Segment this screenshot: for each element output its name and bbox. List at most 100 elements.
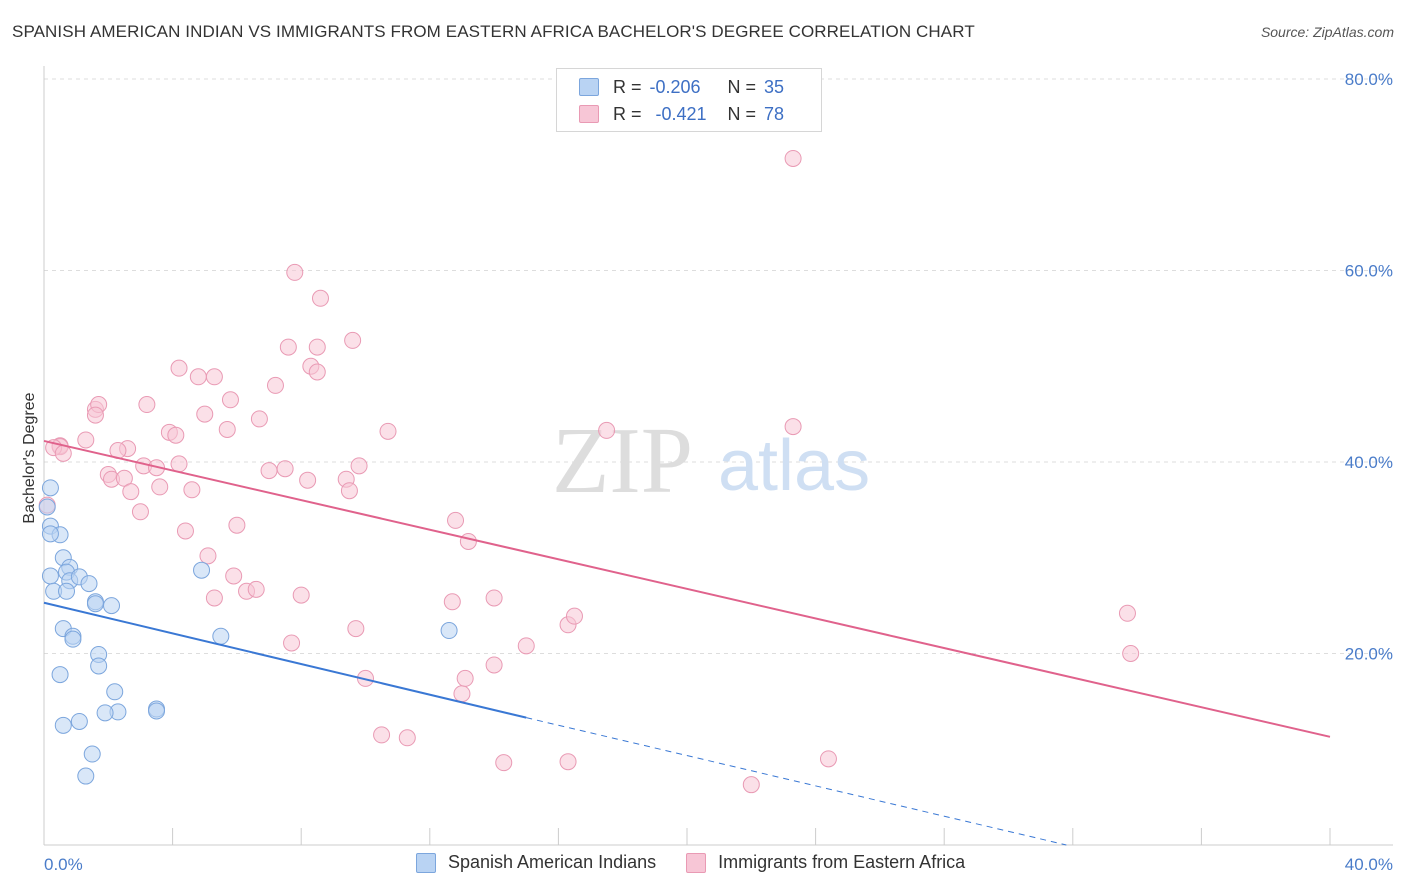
data-point-immigrants-eastern-africa — [266, 376, 284, 394]
data-point-immigrants-eastern-africa — [205, 368, 223, 386]
data-point-spanish-american-indians — [440, 622, 458, 640]
legend-swatch-pink — [686, 852, 707, 873]
data-point-immigrants-eastern-africa — [453, 685, 471, 703]
data-point-immigrants-eastern-africa — [299, 471, 317, 489]
data-point-immigrants-eastern-africa — [225, 567, 243, 585]
data-point-immigrants-eastern-africa — [170, 455, 188, 473]
data-point-immigrants-eastern-africa — [205, 589, 223, 607]
data-point-spanish-american-indians — [41, 525, 59, 543]
data-point-immigrants-eastern-africa — [54, 444, 72, 462]
data-point-immigrants-eastern-africa — [189, 368, 207, 386]
chart-title: SPANISH AMERICAN INDIAN VS IMMIGRANTS FR… — [12, 22, 975, 41]
legend-r-label: R = — [613, 76, 642, 97]
data-point-immigrants-eastern-africa — [565, 607, 583, 625]
data-point-immigrants-eastern-africa — [77, 431, 95, 449]
legend-series1-name: Spanish American Indians — [448, 852, 657, 872]
data-point-immigrants-eastern-africa — [170, 359, 188, 377]
data-point-immigrants-eastern-africa — [784, 149, 802, 167]
data-point-immigrants-eastern-africa — [559, 753, 577, 771]
trend-lines — [43, 439, 1331, 846]
series-legend: Spanish American Indians Immigrants from… — [416, 852, 995, 873]
legend-series2-name: Immigrants from Eastern Africa — [718, 852, 966, 872]
data-point-spanish-american-indians — [86, 595, 104, 613]
trend-line-immigrants-eastern-africa — [43, 439, 1331, 738]
data-point-immigrants-eastern-africa — [459, 532, 477, 550]
data-point-immigrants-eastern-africa — [218, 420, 236, 438]
series-spanish-american-indians-points — [38, 479, 458, 785]
data-point-immigrants-eastern-africa — [485, 656, 503, 674]
data-point-spanish-american-indians — [80, 575, 98, 593]
x-tick-max: 40.0% — [1345, 855, 1393, 874]
data-point-immigrants-eastern-africa — [398, 729, 416, 747]
data-point-immigrants-eastern-africa — [784, 418, 802, 436]
legend-swatch-blue — [579, 78, 599, 96]
y-tick-label-20: 20.0% — [1345, 645, 1393, 664]
data-point-immigrants-eastern-africa — [379, 422, 397, 440]
data-point-immigrants-eastern-africa — [443, 593, 461, 611]
data-point-spanish-american-indians — [83, 745, 101, 763]
data-point-immigrants-eastern-africa — [742, 776, 760, 794]
series-immigrants-eastern-africa-points — [38, 149, 1140, 794]
data-point-spanish-american-indians — [58, 582, 76, 600]
data-point-immigrants-eastern-africa — [308, 363, 326, 381]
legend-swatch-pink — [579, 105, 599, 123]
data-point-spanish-american-indians — [103, 597, 121, 615]
data-point-spanish-american-indians — [64, 630, 82, 648]
x-tick-min: 0.0% — [44, 855, 83, 874]
data-point-immigrants-eastern-africa — [308, 338, 326, 356]
data-point-immigrants-eastern-africa — [283, 634, 301, 652]
data-point-immigrants-eastern-africa — [447, 511, 465, 529]
data-point-spanish-american-indians — [41, 479, 59, 497]
legend-item-immigrants-eastern-africa: Immigrants from Eastern Africa — [686, 852, 965, 873]
legend-n-value-series2: 78 — [764, 103, 785, 124]
data-point-immigrants-eastern-africa — [495, 754, 513, 772]
data-point-immigrants-eastern-africa — [221, 391, 239, 409]
data-point-immigrants-eastern-africa — [176, 522, 194, 540]
legend-r-label: R = — [613, 103, 642, 124]
watermark: ZIP atlas — [552, 409, 870, 513]
grid-layer — [44, 78, 1393, 654]
data-point-immigrants-eastern-africa — [456, 669, 474, 687]
data-point-immigrants-eastern-africa — [373, 726, 391, 744]
data-point-immigrants-eastern-africa — [517, 637, 535, 655]
legend-r-value-series1: -0.206 — [649, 76, 701, 97]
data-point-immigrants-eastern-africa — [279, 338, 297, 356]
trend-line-spanish-american-indians-extension — [526, 717, 1067, 846]
data-point-immigrants-eastern-africa — [819, 750, 837, 768]
legend-item-spanish-american-indians: Spanish American Indians — [416, 852, 656, 873]
trend-line-spanish-american-indians — [43, 601, 527, 719]
data-point-immigrants-eastern-africa — [167, 426, 185, 444]
data-point-immigrants-eastern-africa — [247, 580, 265, 598]
y-tick-label-40: 40.0% — [1345, 453, 1393, 472]
data-point-spanish-american-indians — [41, 567, 59, 585]
legend-row-series1: R = -0.206 N = 35 — [579, 75, 784, 99]
legend-n-label: N = — [727, 76, 757, 97]
data-point-immigrants-eastern-africa — [131, 503, 149, 521]
data-point-immigrants-eastern-africa — [598, 421, 616, 439]
data-point-immigrants-eastern-africa — [122, 483, 140, 501]
legend-swatch-blue — [416, 852, 436, 873]
data-point-immigrants-eastern-africa — [138, 396, 156, 414]
data-point-immigrants-eastern-africa — [347, 620, 365, 638]
data-point-spanish-american-indians — [212, 627, 230, 645]
data-point-spanish-american-indians — [77, 767, 95, 785]
data-point-immigrants-eastern-africa — [183, 481, 201, 499]
source-label: Source: ZipAtlas.com — [1260, 24, 1394, 40]
watermark-atlas: atlas — [718, 426, 870, 506]
data-point-immigrants-eastern-africa — [86, 406, 104, 424]
data-point-immigrants-eastern-africa — [350, 457, 368, 475]
watermark-zip: ZIP — [552, 409, 693, 513]
legend-r-value-series2: -0.421 — [655, 103, 707, 124]
data-point-immigrants-eastern-africa — [260, 462, 278, 480]
data-point-spanish-american-indians — [96, 704, 114, 722]
data-point-spanish-american-indians — [54, 716, 72, 734]
legend-n-label: N = — [727, 103, 757, 124]
data-point-immigrants-eastern-africa — [292, 586, 310, 604]
data-point-immigrants-eastern-africa — [250, 410, 268, 428]
correlation-legend: R = -0.206 N = 35 R = -0.421 N = 78 — [556, 68, 822, 132]
data-point-immigrants-eastern-africa — [485, 589, 503, 607]
data-point-immigrants-eastern-africa — [286, 263, 304, 281]
data-point-spanish-american-indians — [193, 561, 211, 579]
y-tick-label-60: 60.0% — [1345, 262, 1393, 281]
data-point-immigrants-eastern-africa — [344, 331, 362, 349]
